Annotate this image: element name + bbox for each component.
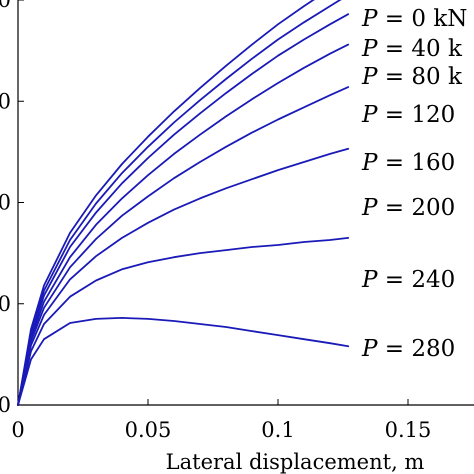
series-annotation: P = 200 xyxy=(361,195,455,221)
x-axis-label: Lateral displacement, m xyxy=(166,450,425,474)
series-line xyxy=(17,147,350,406)
series-line xyxy=(17,236,350,406)
series-annotation: P = 280 xyxy=(361,336,455,362)
series-annotation: P = 240 xyxy=(361,267,455,293)
series-line xyxy=(17,13,350,406)
y-tick-label: 00 xyxy=(0,292,11,316)
series-annotation: P = 0 kN xyxy=(361,6,467,32)
series-annotation: P = 120 xyxy=(361,102,455,128)
series-line xyxy=(17,316,350,406)
series-annotation: P = 80 k xyxy=(361,64,463,90)
x-tick-label: 0.1 xyxy=(261,418,294,442)
x-tick-label: 0.05 xyxy=(125,418,172,442)
x-tick-label: 0.15 xyxy=(385,418,432,442)
series-line xyxy=(17,0,342,406)
series-line xyxy=(17,43,350,406)
series-annotation: P = 40 k xyxy=(361,36,463,62)
y-tick-label: 00 xyxy=(0,89,11,113)
ticks: 00.050.10.1500000000 xyxy=(0,0,431,442)
series-lines xyxy=(17,0,350,406)
series-annotation: P = 160 xyxy=(361,150,455,176)
y-tick-label: 00 xyxy=(0,191,11,215)
series-annotations: P = 0 kN P = 40 kP = 80 k P = 120 P = 160 P … xyxy=(361,6,467,362)
series-line xyxy=(17,86,350,406)
x-tick-label: 0 xyxy=(11,418,24,442)
series-line xyxy=(17,0,315,406)
y-tick-label: 0 xyxy=(0,0,11,12)
y-tick-label: 0 xyxy=(0,393,11,417)
